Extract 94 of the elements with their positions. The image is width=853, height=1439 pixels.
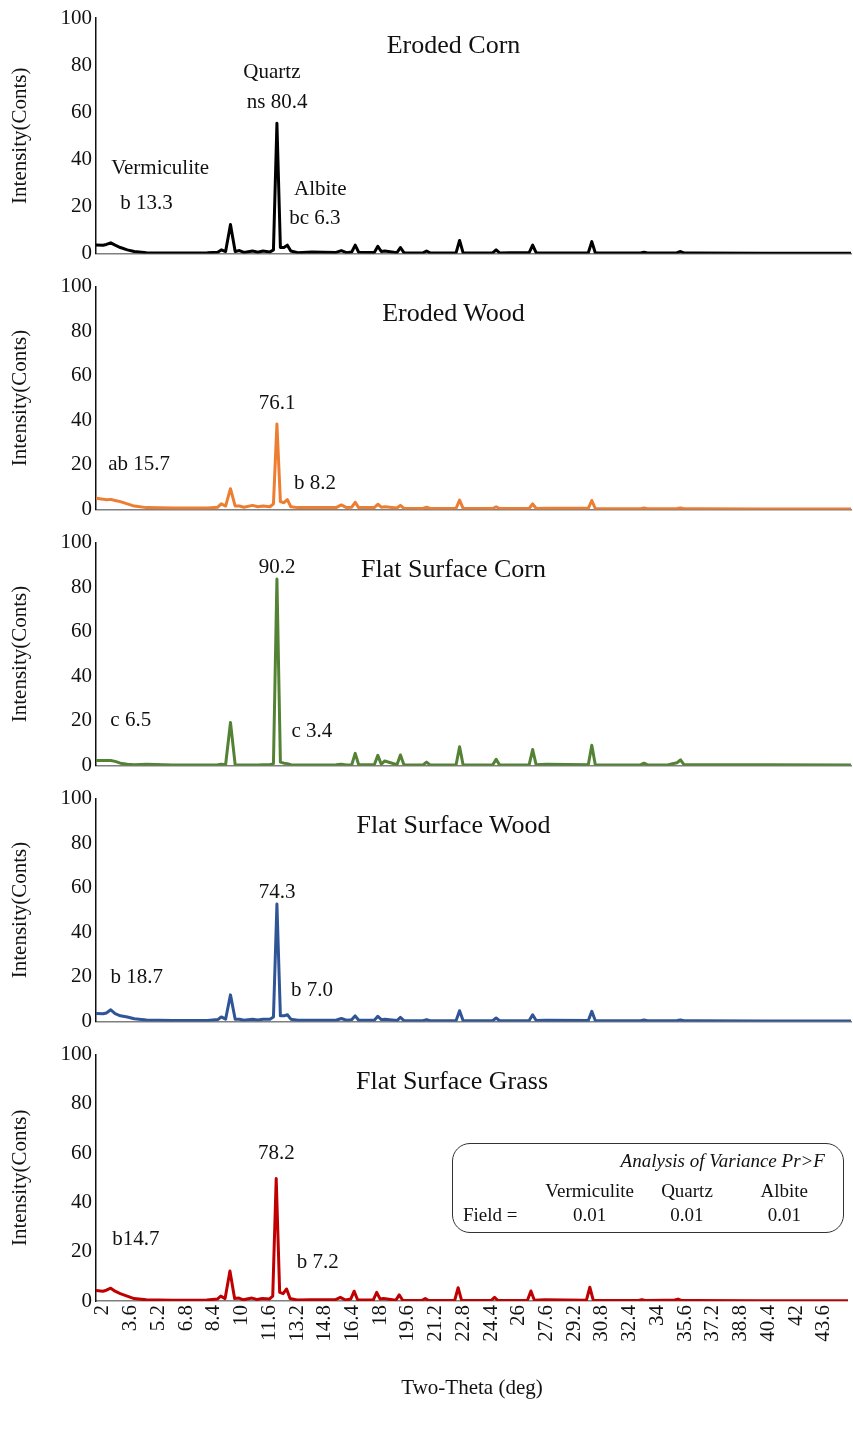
annotation: 0.01 bbox=[572, 1203, 608, 1226]
x-axis-title: Two-Theta (deg) bbox=[401, 1374, 543, 1399]
annotation: c 3.4 bbox=[291, 718, 333, 743]
x-tick-label: 40.4 bbox=[754, 1304, 779, 1342]
text: Eroded Corn bbox=[386, 29, 521, 59]
y-tick-label: 40 bbox=[71, 662, 92, 687]
x-tick-label: 16.4 bbox=[338, 1304, 363, 1342]
y-tick-label: 80 bbox=[71, 51, 92, 76]
annotation: b14.7 bbox=[112, 1225, 160, 1250]
annotation: b 18.7 bbox=[110, 964, 164, 989]
x-tick-label: 27.6 bbox=[533, 1305, 558, 1342]
y-tick-label: 80 bbox=[71, 829, 92, 854]
x-tick-label: 37.2 bbox=[699, 1305, 724, 1342]
annotation: Albite bbox=[759, 1179, 810, 1202]
annotation: Vermiculite bbox=[111, 155, 210, 180]
x-tick-label: 29.2 bbox=[560, 1305, 585, 1342]
y-tick-label: 60 bbox=[71, 98, 92, 123]
x-tick-label: 42 bbox=[782, 1305, 807, 1327]
y-tick-label: 0 bbox=[81, 1007, 92, 1032]
text: Flat Surface Grass bbox=[355, 1066, 549, 1096]
x-tick-label: 26 bbox=[505, 1305, 530, 1327]
y-tick-label: 60 bbox=[71, 362, 92, 387]
y-axis-title: Intensity(Conts) bbox=[7, 329, 32, 467]
annotation: Quartz bbox=[660, 1179, 714, 1202]
annotation: 78.2 bbox=[258, 1139, 295, 1164]
y-tick-label: 100 bbox=[60, 785, 92, 810]
annotation: Analysis of Variance Pr>F bbox=[618, 1149, 826, 1172]
annotation: ab 15.7 bbox=[108, 451, 170, 476]
x-tick-label: 22.8 bbox=[449, 1305, 474, 1342]
y-tick-label: 20 bbox=[71, 1238, 92, 1263]
x-tick-label: 8.4 bbox=[200, 1304, 225, 1332]
y-tick-label: 40 bbox=[71, 406, 92, 431]
text: Flat Surface Wood bbox=[356, 810, 551, 840]
y-axis-title: Intensity(Conts) bbox=[7, 1109, 32, 1247]
annotation: Field = bbox=[462, 1203, 519, 1226]
x-tick-label: 10 bbox=[228, 1305, 253, 1327]
y-tick-label: 100 bbox=[60, 273, 92, 298]
y-tick-label: 20 bbox=[71, 963, 92, 988]
y-tick-label: 20 bbox=[71, 707, 92, 732]
y-tick-label: 40 bbox=[71, 1188, 92, 1213]
x-tick-label: 21.2 bbox=[422, 1305, 447, 1342]
annotation: 90.2 bbox=[258, 553, 296, 578]
y-tick-label: 100 bbox=[60, 1041, 92, 1066]
annotation: Vermiculite bbox=[544, 1179, 635, 1202]
y-tick-label: 60 bbox=[71, 618, 92, 643]
annotation: 0.01 bbox=[766, 1203, 802, 1226]
x-tick-label: 38.8 bbox=[727, 1305, 752, 1342]
annotation: b 7.2 bbox=[296, 1248, 339, 1273]
x-tick-label: 18 bbox=[366, 1305, 391, 1327]
annotation: Albite bbox=[293, 176, 347, 201]
y-tick-label: 60 bbox=[71, 874, 92, 899]
x-tick-label: 19.6 bbox=[394, 1305, 419, 1342]
x-tick-label: 14.8 bbox=[311, 1305, 336, 1342]
y-tick-label: 40 bbox=[71, 918, 92, 943]
x-tick-label: 30.8 bbox=[588, 1305, 613, 1342]
annotation: 76.1 bbox=[258, 390, 296, 415]
x-tick-label: 43.6 bbox=[810, 1305, 835, 1342]
x-tick-label: 34 bbox=[643, 1304, 668, 1327]
y-tick-label: 0 bbox=[81, 1287, 92, 1312]
x-tick-label: 32.4 bbox=[616, 1304, 641, 1342]
x-tick-label: 2 bbox=[89, 1305, 114, 1316]
annotation: b 8.2 bbox=[293, 470, 336, 495]
y-axis-title: Intensity(Conts) bbox=[7, 585, 32, 723]
x-tick-label: 35.6 bbox=[671, 1305, 696, 1342]
y-tick-label: 60 bbox=[71, 1139, 92, 1164]
x-tick-label: 11.6 bbox=[255, 1305, 280, 1342]
y-tick-label: 100 bbox=[60, 529, 92, 554]
y-tick-label: 20 bbox=[71, 451, 92, 476]
annotation: ns 80.4 bbox=[246, 89, 309, 114]
annotation: bc 6.3 bbox=[289, 204, 341, 229]
y-tick-label: 0 bbox=[81, 239, 92, 264]
y-tick-label: 0 bbox=[81, 751, 92, 776]
y-tick-label: 80 bbox=[71, 317, 92, 342]
y-tick-label: 80 bbox=[71, 1090, 92, 1115]
annotation: 74.3 bbox=[258, 878, 296, 903]
text: Flat Surface Corn bbox=[361, 554, 546, 584]
x-tick-label: 3.6 bbox=[117, 1305, 142, 1332]
annotation: b 7.0 bbox=[290, 976, 333, 1001]
annotation: Quartz bbox=[243, 58, 301, 83]
x-tick-label: 6.8 bbox=[172, 1305, 197, 1332]
y-axis-title: Intensity(Conts) bbox=[7, 67, 32, 204]
annotation: c 6.5 bbox=[110, 707, 152, 732]
x-tick-label: 24.4 bbox=[477, 1304, 502, 1342]
y-tick-label: 80 bbox=[71, 573, 92, 598]
y-tick-label: 100 bbox=[60, 4, 92, 29]
x-tick-label: 13.2 bbox=[283, 1305, 308, 1342]
y-tick-label: 40 bbox=[71, 145, 92, 170]
annotation: 0.01 bbox=[669, 1203, 705, 1226]
annotation: b 13.3 bbox=[120, 190, 173, 215]
x-tick-label: 5.2 bbox=[144, 1305, 169, 1332]
text: Eroded Wood bbox=[382, 298, 525, 328]
y-tick-label: 20 bbox=[71, 192, 92, 217]
y-tick-label: 0 bbox=[81, 495, 92, 520]
y-axis-title: Intensity(Conts) bbox=[7, 841, 32, 979]
